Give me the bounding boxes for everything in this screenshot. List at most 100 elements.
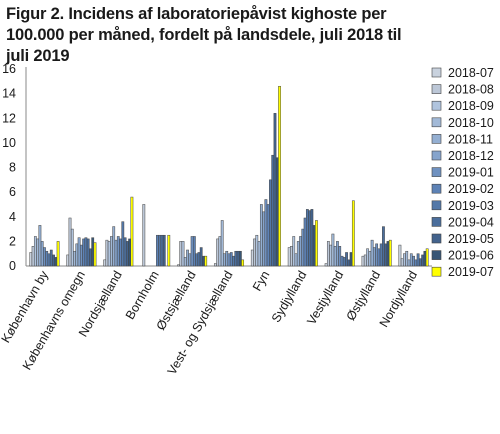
chart-title: Figur 2. Incidens af laboratoriepåvist k… [6,5,402,65]
bar [386,241,390,267]
bar [130,196,134,267]
bar [238,250,242,267]
legend-swatch [431,217,442,227]
bar [204,255,208,267]
bar [220,220,224,267]
bar [218,236,222,267]
bar [266,204,270,267]
bar [128,238,132,267]
bar [183,257,187,267]
bar [403,253,406,267]
bar [232,255,235,267]
legend-label: 2019-02 [448,182,494,196]
bar [179,241,183,267]
bar [73,250,76,267]
x-category-label: Bornholm [123,269,162,322]
bar [56,241,60,267]
bar [308,210,312,267]
bar [324,263,328,267]
bar [190,236,194,267]
y-tick-label: 10 [2,136,16,150]
bar [103,259,107,267]
bar [49,249,53,267]
y-tick-label: 4 [9,210,16,224]
bar [342,257,346,267]
y-tick-label: 12 [2,111,16,125]
bar [54,257,58,267]
bar [156,234,159,267]
bar [188,253,192,267]
bar [305,209,309,267]
bar [421,254,425,267]
legend-swatch [431,266,442,277]
legend-label: 2019-03 [448,199,494,213]
bar [234,250,238,267]
bar [310,209,314,267]
bar [351,200,355,267]
bar [116,236,120,267]
bar [121,221,125,267]
bar [329,244,333,267]
legend-swatch [431,134,442,144]
bar [303,217,307,267]
legend-swatch [431,200,442,211]
bar [91,237,95,267]
bar [213,263,217,267]
bar [93,242,97,267]
bar [216,238,220,267]
bar [292,236,296,267]
bar [368,250,372,267]
bar [31,246,35,267]
bar [340,255,344,267]
bar [110,236,113,267]
bar [177,264,180,267]
legend-label: 2018-09 [448,99,494,113]
bar [82,238,86,267]
bar [412,255,415,267]
legend-label: 2019-06 [448,249,494,263]
legend-label: 2019-07 [448,265,494,279]
bar [105,239,109,267]
bar [315,220,318,267]
bar [227,253,231,267]
bar [331,233,335,267]
bar [423,250,427,267]
bar [160,234,164,267]
bar [338,246,342,267]
bar [255,234,259,267]
bar [89,248,92,267]
bar [312,225,316,267]
bar [370,239,374,267]
bar [142,204,146,267]
bar [119,238,122,267]
bar [379,243,383,267]
legend-swatch [431,183,442,194]
bar [290,246,293,267]
legend-label: 2018-08 [448,83,494,97]
y-axis-ticks: 0 2 4 6 8 10 12 14 16 [2,62,16,273]
legend-label: 2019-05 [448,232,494,246]
bar [86,238,90,267]
bar [287,247,291,267]
bar [77,237,81,267]
legend-label: 2018-10 [448,116,494,130]
bar [375,243,379,267]
bar [162,234,166,267]
bar [195,253,199,267]
bar [107,241,111,267]
y-tick-label: 6 [9,185,16,199]
legend-swatch [431,233,442,244]
x-category-label: Fyn [250,268,273,293]
x-category-label: Nordjylland [377,268,420,329]
bar [301,228,305,267]
bar [158,234,162,267]
bar [66,254,70,267]
bar [407,259,411,267]
legend: 2018-07 2018-08 2018-09 2018-10 2018-11 2018-… [431,66,494,279]
bar [29,252,33,267]
bar [400,258,404,267]
axes [25,67,432,267]
bar [361,255,365,267]
bar [347,259,351,267]
